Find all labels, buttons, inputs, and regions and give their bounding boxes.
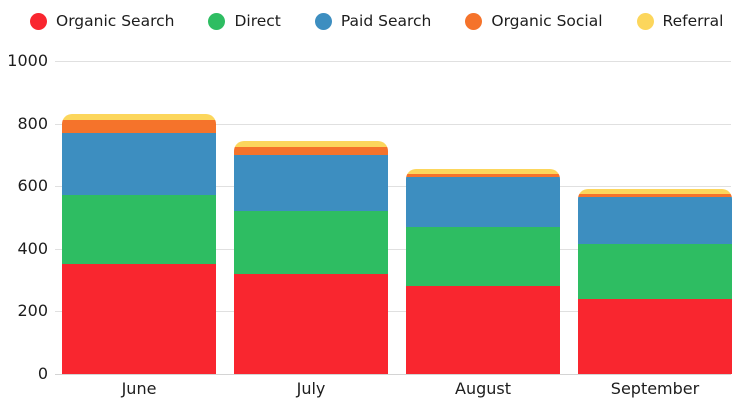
legend: Organic Search Direct Paid Search Organic S…	[30, 12, 723, 30]
gridline	[55, 373, 731, 375]
legend-item-organic-social[interactable]: Organic Social	[465, 12, 603, 30]
legend-dot-icon	[208, 12, 226, 30]
gridline	[55, 248, 731, 250]
gridline	[55, 123, 731, 125]
bar-segment-paid-search[interactable]	[578, 196, 732, 244]
bar-segment-referral[interactable]	[234, 140, 388, 147]
legend-item-label: Referral	[662, 12, 724, 30]
bar-august[interactable]	[406, 168, 560, 374]
legend-item-label: Paid Search	[340, 12, 432, 30]
bar-segment-referral[interactable]	[406, 168, 560, 174]
bar-segment-direct[interactable]	[578, 243, 732, 299]
bar-segment-organic-search[interactable]	[406, 286, 560, 374]
bar-segment-paid-search[interactable]	[234, 154, 388, 211]
legend-item-paid-search[interactable]: Paid Search	[314, 12, 432, 30]
legend-dot-icon	[30, 12, 47, 30]
legend-item-organic-search[interactable]: Organic Search	[30, 12, 174, 30]
legend-item-label: Direct	[234, 12, 281, 30]
y-axis-tick-label: 800	[17, 113, 48, 133]
legend-item-direct[interactable]: Direct	[208, 12, 281, 30]
bar-june[interactable]	[62, 114, 216, 374]
bar-segment-organic-social[interactable]	[234, 146, 388, 155]
gridline	[55, 311, 731, 312]
y-axis-tick-label: 0	[37, 363, 48, 383]
bar-segment-organic-social[interactable]	[578, 193, 732, 197]
bar-segment-referral[interactable]	[578, 189, 732, 194]
bar-segment-paid-search[interactable]	[62, 132, 216, 196]
y-axis-tick-label: 400	[17, 238, 48, 258]
bar-segment-direct[interactable]	[406, 226, 560, 286]
x-axis-label-august: August	[455, 379, 511, 398]
bar-segment-organic-search[interactable]	[62, 264, 216, 374]
y-axis-tick-label: 1000	[7, 51, 48, 70]
bar-segment-organic-social[interactable]	[62, 120, 216, 133]
legend-item-label: Organic Social	[491, 12, 603, 30]
legend-item-referral[interactable]: Referral	[636, 12, 724, 30]
y-axis-tick-label: 600	[17, 176, 48, 195]
legend-dot-icon	[636, 12, 654, 30]
y-axis-tick-label: 200	[17, 301, 48, 320]
x-axis-label-september: September	[610, 379, 700, 398]
legend-item-label: Organic Search	[56, 12, 175, 30]
bar-segment-organic-search[interactable]	[578, 298, 732, 374]
bar-september[interactable]	[578, 189, 732, 374]
bar-segment-direct[interactable]	[234, 211, 388, 274]
bar-segment-organic-search[interactable]	[234, 273, 388, 374]
bar-july[interactable]	[234, 140, 388, 374]
bar-segment-referral[interactable]	[62, 114, 216, 121]
gridline	[55, 61, 731, 62]
legend-dot-icon	[465, 12, 483, 30]
bar-segment-organic-social[interactable]	[406, 173, 560, 177]
bar-segment-direct[interactable]	[62, 195, 216, 265]
legend-dot-icon	[314, 12, 332, 30]
gridline	[55, 186, 731, 187]
bar-segment-paid-search[interactable]	[406, 176, 560, 227]
x-axis-label-july: July	[296, 379, 326, 398]
x-axis-label-june: June	[121, 379, 157, 398]
